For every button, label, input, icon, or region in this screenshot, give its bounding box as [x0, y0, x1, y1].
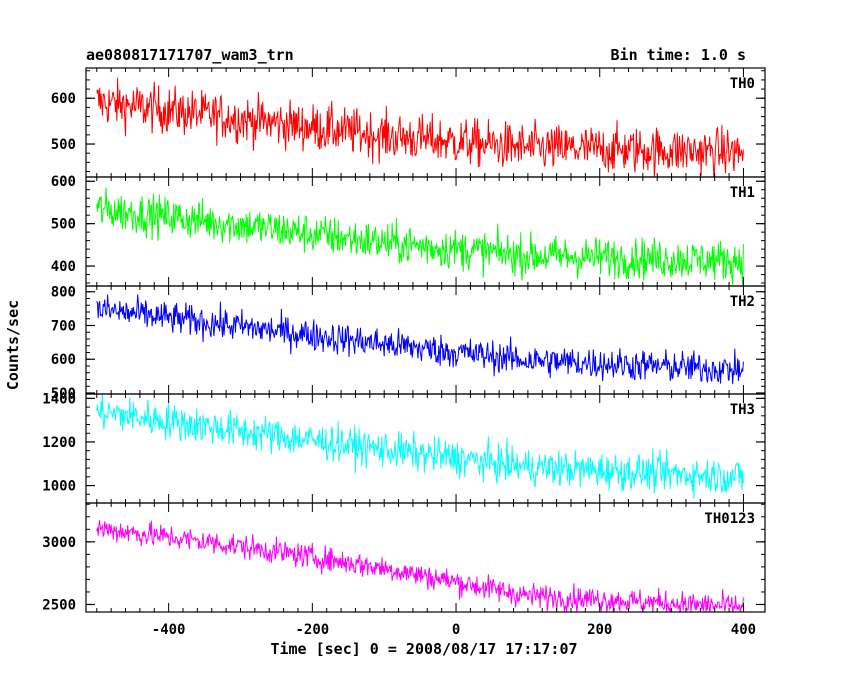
- x-axis: -400 -200 0 200 400: [152, 622, 756, 638]
- panel-frame: [85, 393, 766, 504]
- panel-label-th0123: TH0123: [704, 511, 755, 527]
- y-tick-label: 800: [51, 285, 76, 301]
- x-tick-label: 400: [731, 622, 756, 638]
- chart-title: ae080817171707_wam3_trn: [86, 46, 294, 64]
- x-tick-label: 0: [452, 622, 460, 638]
- y-tick-label: 500: [51, 217, 76, 233]
- y-tick-label: 600: [51, 174, 76, 190]
- x-tick-label: -400: [152, 622, 186, 638]
- y-tick-label: 3000: [42, 535, 76, 551]
- y-tick-label: 600: [51, 352, 76, 368]
- series-th1-line: [96, 187, 744, 286]
- y-tick-label: 2500: [42, 597, 76, 613]
- panel-frame: [85, 502, 766, 613]
- panel-label-th1: TH1: [730, 185, 755, 201]
- y-tick-label: 400: [51, 259, 76, 275]
- panel-th0: 500 600 TH0: [51, 67, 766, 178]
- panel-th0123: 2500 3000 TH0123: [42, 502, 766, 613]
- panel-label-th0: TH0: [730, 76, 755, 92]
- series-th2-line: [96, 294, 744, 385]
- series-th3-line: [96, 394, 744, 499]
- panel-th3: 1000 1200 1400 TH3: [42, 391, 766, 504]
- bin-time-label: Bin time: 1.0 s: [611, 46, 746, 64]
- panel-th1: 400 500 600 TH1: [51, 174, 766, 287]
- series-th0-line: [96, 77, 744, 177]
- x-tick-label: -200: [295, 622, 329, 638]
- y-tick-label: 600: [51, 91, 76, 107]
- y-tick-label: 1000: [42, 479, 76, 495]
- y-axis-label: Counts/sec: [4, 300, 22, 390]
- panel-label-th2: TH2: [730, 294, 755, 310]
- y-tick-label: 1200: [42, 435, 76, 451]
- panels-group: 500 600 TH0 400 500 600 TH1 500 600 700 800 TH2 1000…: [42, 67, 766, 613]
- x-tick-label: 200: [587, 622, 612, 638]
- y-tick-label: 700: [51, 318, 76, 334]
- y-tick-label: 500: [51, 137, 76, 153]
- x-axis-label: Time [sec] 0 = 2008/08/17 17:17:07: [270, 640, 577, 658]
- panel-label-th3: TH3: [730, 402, 755, 418]
- y-tick-label: 1400: [42, 391, 76, 407]
- y-tick-label: 500: [51, 386, 76, 402]
- series-th0123-line: [96, 520, 744, 612]
- panel-th2: 500 600 700 800 TH2: [51, 285, 766, 402]
